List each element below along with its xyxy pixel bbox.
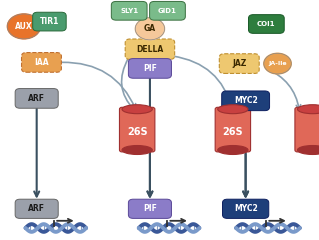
FancyBboxPatch shape: [215, 107, 251, 152]
FancyBboxPatch shape: [33, 12, 66, 31]
Ellipse shape: [122, 145, 152, 155]
FancyBboxPatch shape: [15, 199, 58, 218]
Ellipse shape: [122, 105, 152, 114]
FancyBboxPatch shape: [125, 39, 175, 59]
Text: TIR1: TIR1: [40, 17, 59, 26]
Ellipse shape: [298, 145, 319, 155]
FancyBboxPatch shape: [219, 54, 259, 73]
FancyBboxPatch shape: [15, 89, 58, 108]
FancyBboxPatch shape: [150, 1, 185, 20]
Ellipse shape: [218, 145, 248, 155]
Text: 26S: 26S: [223, 127, 243, 137]
FancyBboxPatch shape: [222, 91, 270, 111]
Text: GID1: GID1: [158, 8, 177, 14]
Text: SLY1: SLY1: [120, 8, 138, 14]
Circle shape: [135, 18, 165, 40]
FancyBboxPatch shape: [223, 199, 269, 218]
Text: ARF: ARF: [28, 204, 45, 213]
Text: GA: GA: [144, 24, 156, 33]
Text: JAZ: JAZ: [232, 59, 247, 68]
Text: COI1: COI1: [257, 21, 276, 27]
FancyBboxPatch shape: [249, 15, 284, 33]
Ellipse shape: [298, 105, 319, 114]
FancyBboxPatch shape: [111, 1, 147, 20]
Text: MYC2: MYC2: [234, 204, 257, 213]
Text: PIF: PIF: [143, 204, 157, 213]
Text: AUX: AUX: [15, 22, 33, 31]
FancyBboxPatch shape: [128, 199, 172, 218]
Text: DELLA: DELLA: [136, 45, 164, 54]
FancyBboxPatch shape: [22, 53, 61, 72]
Circle shape: [264, 53, 291, 74]
FancyBboxPatch shape: [295, 107, 319, 152]
Text: PIF: PIF: [143, 64, 157, 73]
Circle shape: [7, 14, 41, 39]
Text: JA-Ile: JA-Ile: [268, 61, 287, 66]
FancyBboxPatch shape: [119, 107, 155, 152]
Text: IAA: IAA: [34, 58, 49, 67]
FancyBboxPatch shape: [128, 59, 172, 78]
Ellipse shape: [218, 105, 248, 114]
Text: ARF: ARF: [28, 94, 45, 103]
Text: 26S: 26S: [127, 127, 147, 137]
Text: MYC2: MYC2: [234, 96, 257, 105]
